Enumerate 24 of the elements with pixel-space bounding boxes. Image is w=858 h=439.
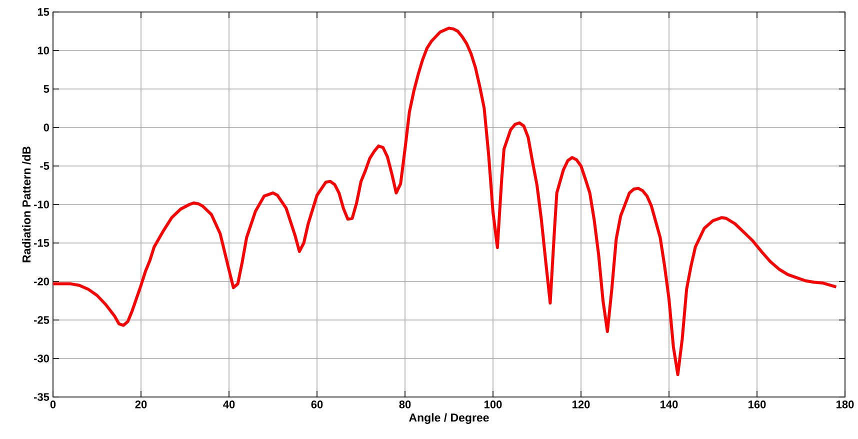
- x-tick-label: 60: [311, 400, 323, 408]
- y-tick-label: 15: [38, 8, 50, 16]
- x-tick-label: 40: [223, 400, 235, 408]
- x-tick-label: 160: [748, 400, 766, 408]
- x-tick-label: 140: [660, 400, 678, 408]
- y-tick-label: 5: [44, 85, 50, 93]
- x-tick-label: 80: [399, 400, 411, 408]
- x-tick-label: 120: [572, 400, 590, 408]
- line-series: [53, 26, 838, 376]
- y-tick-label: -25: [34, 316, 50, 324]
- y-tick-label: -10: [34, 200, 50, 208]
- x-tick-label: 100: [484, 400, 502, 408]
- y-tick-label: 10: [38, 46, 50, 54]
- x-tick-label: 0: [50, 400, 56, 408]
- y-axis-title: Radiation Pattern /dB: [22, 146, 31, 262]
- y-tick-label: -35: [34, 393, 50, 401]
- x-tick-label: 20: [135, 400, 147, 408]
- x-axis-title: Angle / Degree: [409, 413, 489, 424]
- y-tick-label: -30: [34, 354, 50, 362]
- y-tick-label: 0: [44, 124, 50, 132]
- x-tick-label: 180: [836, 400, 854, 408]
- y-tick-label: -20: [34, 278, 50, 286]
- y-tick-label: -5: [40, 162, 50, 170]
- y-tick-label: -15: [34, 239, 50, 247]
